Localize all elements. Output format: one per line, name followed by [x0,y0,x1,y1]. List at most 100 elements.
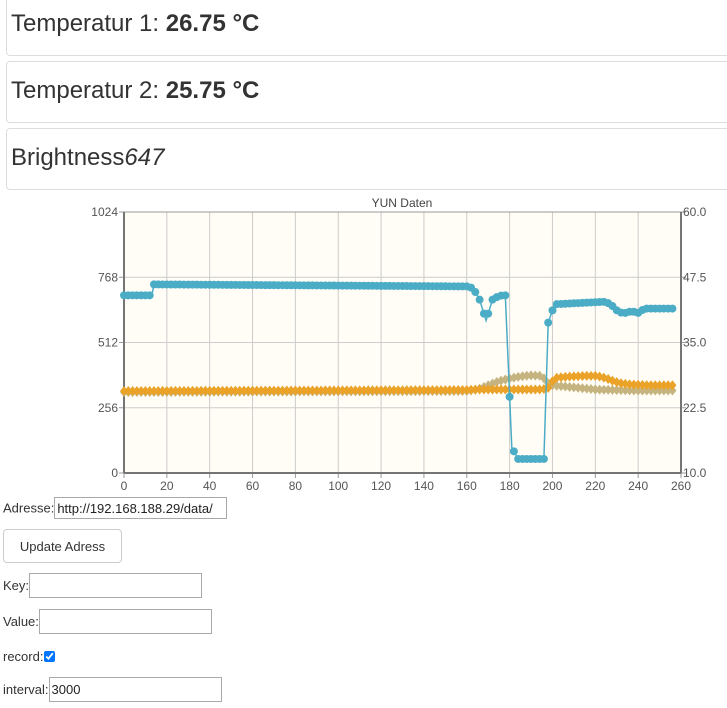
point-temp1 [231,385,240,396]
value-input[interactable] [38,609,212,634]
point-temp2 [522,370,531,381]
point-brightness [501,291,510,300]
point-temp1 [638,379,647,390]
x-tick-label: 80 [289,479,303,490]
temperature-2-value: 25.75 °C [165,77,260,104]
point-temp1 [552,372,561,383]
point-temp2 [527,370,536,381]
point-temp1 [334,385,343,396]
point-brightness [544,318,553,327]
point-temp1 [197,385,206,396]
point-temp1 [625,379,634,390]
value-row: Value: [3,609,212,634]
point-temp1 [282,385,291,396]
key-label: Key: [3,578,30,593]
temperature-1-panel: Temperatur 1: 26.75 °C [6,0,727,56]
temperature-1-value: 26.75 °C [165,10,260,37]
point-temp1 [394,385,403,396]
point-temp1 [141,385,150,396]
interval-input[interactable] [48,677,222,702]
point-temp1 [629,379,638,390]
point-temp1 [445,385,454,396]
x-tick-label: 260 [671,479,691,490]
x-tick-label: 240 [628,479,648,490]
x-tick-label: 220 [585,479,605,490]
point-temp2 [531,370,540,381]
point-temp1 [449,385,458,396]
point-temp1 [128,386,137,397]
series-temp1 [120,370,677,397]
point-temp2 [655,385,664,396]
point-temp1 [321,385,330,396]
point-temp1 [338,385,347,396]
point-temp1 [385,385,394,396]
point-temp2 [591,384,600,395]
point-brightness [548,306,557,315]
point-brightness [539,454,548,463]
record-checkbox[interactable] [44,651,56,663]
point-temp1 [407,385,416,396]
point-temp1 [167,385,176,396]
point-temp1 [647,380,656,391]
point-temp1 [149,385,158,396]
point-temp1 [402,385,411,396]
point-temp1 [304,385,313,396]
y-tick-label: 256 [98,401,118,415]
brightness-panel: Brightness647 [6,128,727,190]
point-temp2 [557,381,566,392]
point-temp1 [471,384,480,395]
point-temp1 [239,385,248,396]
point-temp1 [441,385,450,396]
point-temp1 [651,380,660,391]
point-temp1 [415,385,424,396]
point-temp1 [381,385,390,396]
point-temp1 [522,384,531,395]
point-temp2 [668,385,677,396]
point-temp1 [342,385,351,396]
x-tick-label: 20 [160,479,174,490]
key-input[interactable] [29,573,203,598]
point-brightness [475,295,484,304]
y-tick-label: 1024 [91,205,118,219]
y-tick-label: 512 [98,336,118,350]
point-temp2 [638,385,647,396]
y-tick-label: 0 [111,466,118,480]
point-temp1 [535,384,544,395]
interval-row: interval: [3,677,222,702]
point-temp1 [514,384,523,395]
x-tick-label: 180 [500,479,520,490]
point-temp1 [269,385,278,396]
point-temp1 [389,385,398,396]
point-temp1 [462,385,471,396]
point-temp1 [175,385,184,396]
point-temp2 [651,385,660,396]
point-temp1 [120,386,128,397]
point-temp1 [518,384,527,395]
point-temp1 [527,384,536,395]
point-temp1 [492,384,501,395]
point-temp1 [479,384,488,395]
point-temp2 [599,384,608,395]
point-temp2 [625,385,634,396]
point-temp1 [227,385,236,396]
point-temp1 [154,385,163,396]
y2-tick-label: 22.5 [683,401,707,415]
record-row: record: [3,648,56,664]
point-temp1 [454,385,463,396]
point-temp1 [351,385,360,396]
temperature-1-label: Temperatur 1: [11,10,166,37]
update-address-button[interactable]: Update Adress [3,529,122,563]
y2-tick-label: 10.0 [683,466,707,480]
point-brightness [505,392,514,401]
point-brightness [484,309,493,318]
point-temp2 [659,385,668,396]
address-input[interactable] [54,497,228,519]
point-temp2 [595,384,604,395]
point-temp1 [424,385,433,396]
point-temp1 [171,385,180,396]
point-temp1 [664,380,673,391]
point-temp1 [432,385,441,396]
point-temp1 [398,385,407,396]
point-brightness [509,447,518,456]
point-temp1 [377,385,386,396]
